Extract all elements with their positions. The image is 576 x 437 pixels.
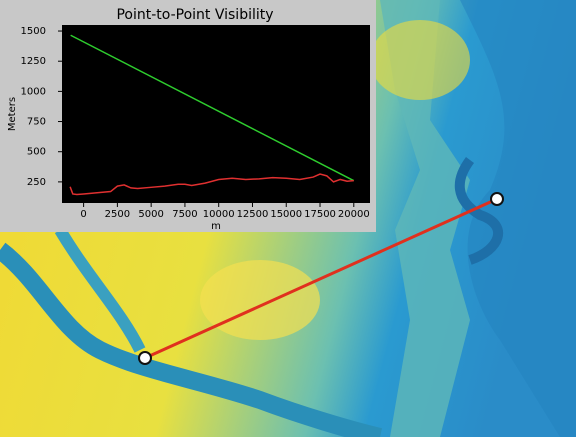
x-axis-label: m <box>211 221 221 232</box>
ridge <box>200 260 320 340</box>
x-tick-label: 7500 <box>172 209 197 220</box>
y-tick-label: 1000 <box>21 86 46 97</box>
y-tick-label: 750 <box>27 117 46 128</box>
x-tick-label: 20000 <box>338 209 370 220</box>
x-tick-label: 17500 <box>304 209 336 220</box>
y-tick-label: 250 <box>27 177 46 188</box>
screen: Point-to-Point Visibility m Meters 250 50… <box>0 0 576 437</box>
target[interactable] <box>491 193 503 205</box>
y-tick-label: 500 <box>27 147 46 158</box>
x-tick-label: 5000 <box>138 209 163 220</box>
page: Point-to-Point Visibility m Meters 250 50… <box>0 0 576 437</box>
x-tick-label: 2500 <box>105 209 130 220</box>
y-axis-label: Meters <box>7 97 18 131</box>
chart-panel: Point-to-Point Visibility m Meters 250 50… <box>0 0 376 232</box>
y-tick-label: 1250 <box>21 56 46 67</box>
observer[interactable] <box>139 352 151 364</box>
plot-area <box>62 25 370 203</box>
x-tick-label: 10000 <box>203 209 235 220</box>
x-tick-label: 0 <box>80 209 86 220</box>
chart-title: Point-to-Point Visibility <box>116 7 273 23</box>
x-tick-label: 15000 <box>270 209 302 220</box>
x-tick-label: 12500 <box>237 209 269 220</box>
y-tick-label: 1500 <box>21 26 46 37</box>
ridge <box>370 20 470 100</box>
